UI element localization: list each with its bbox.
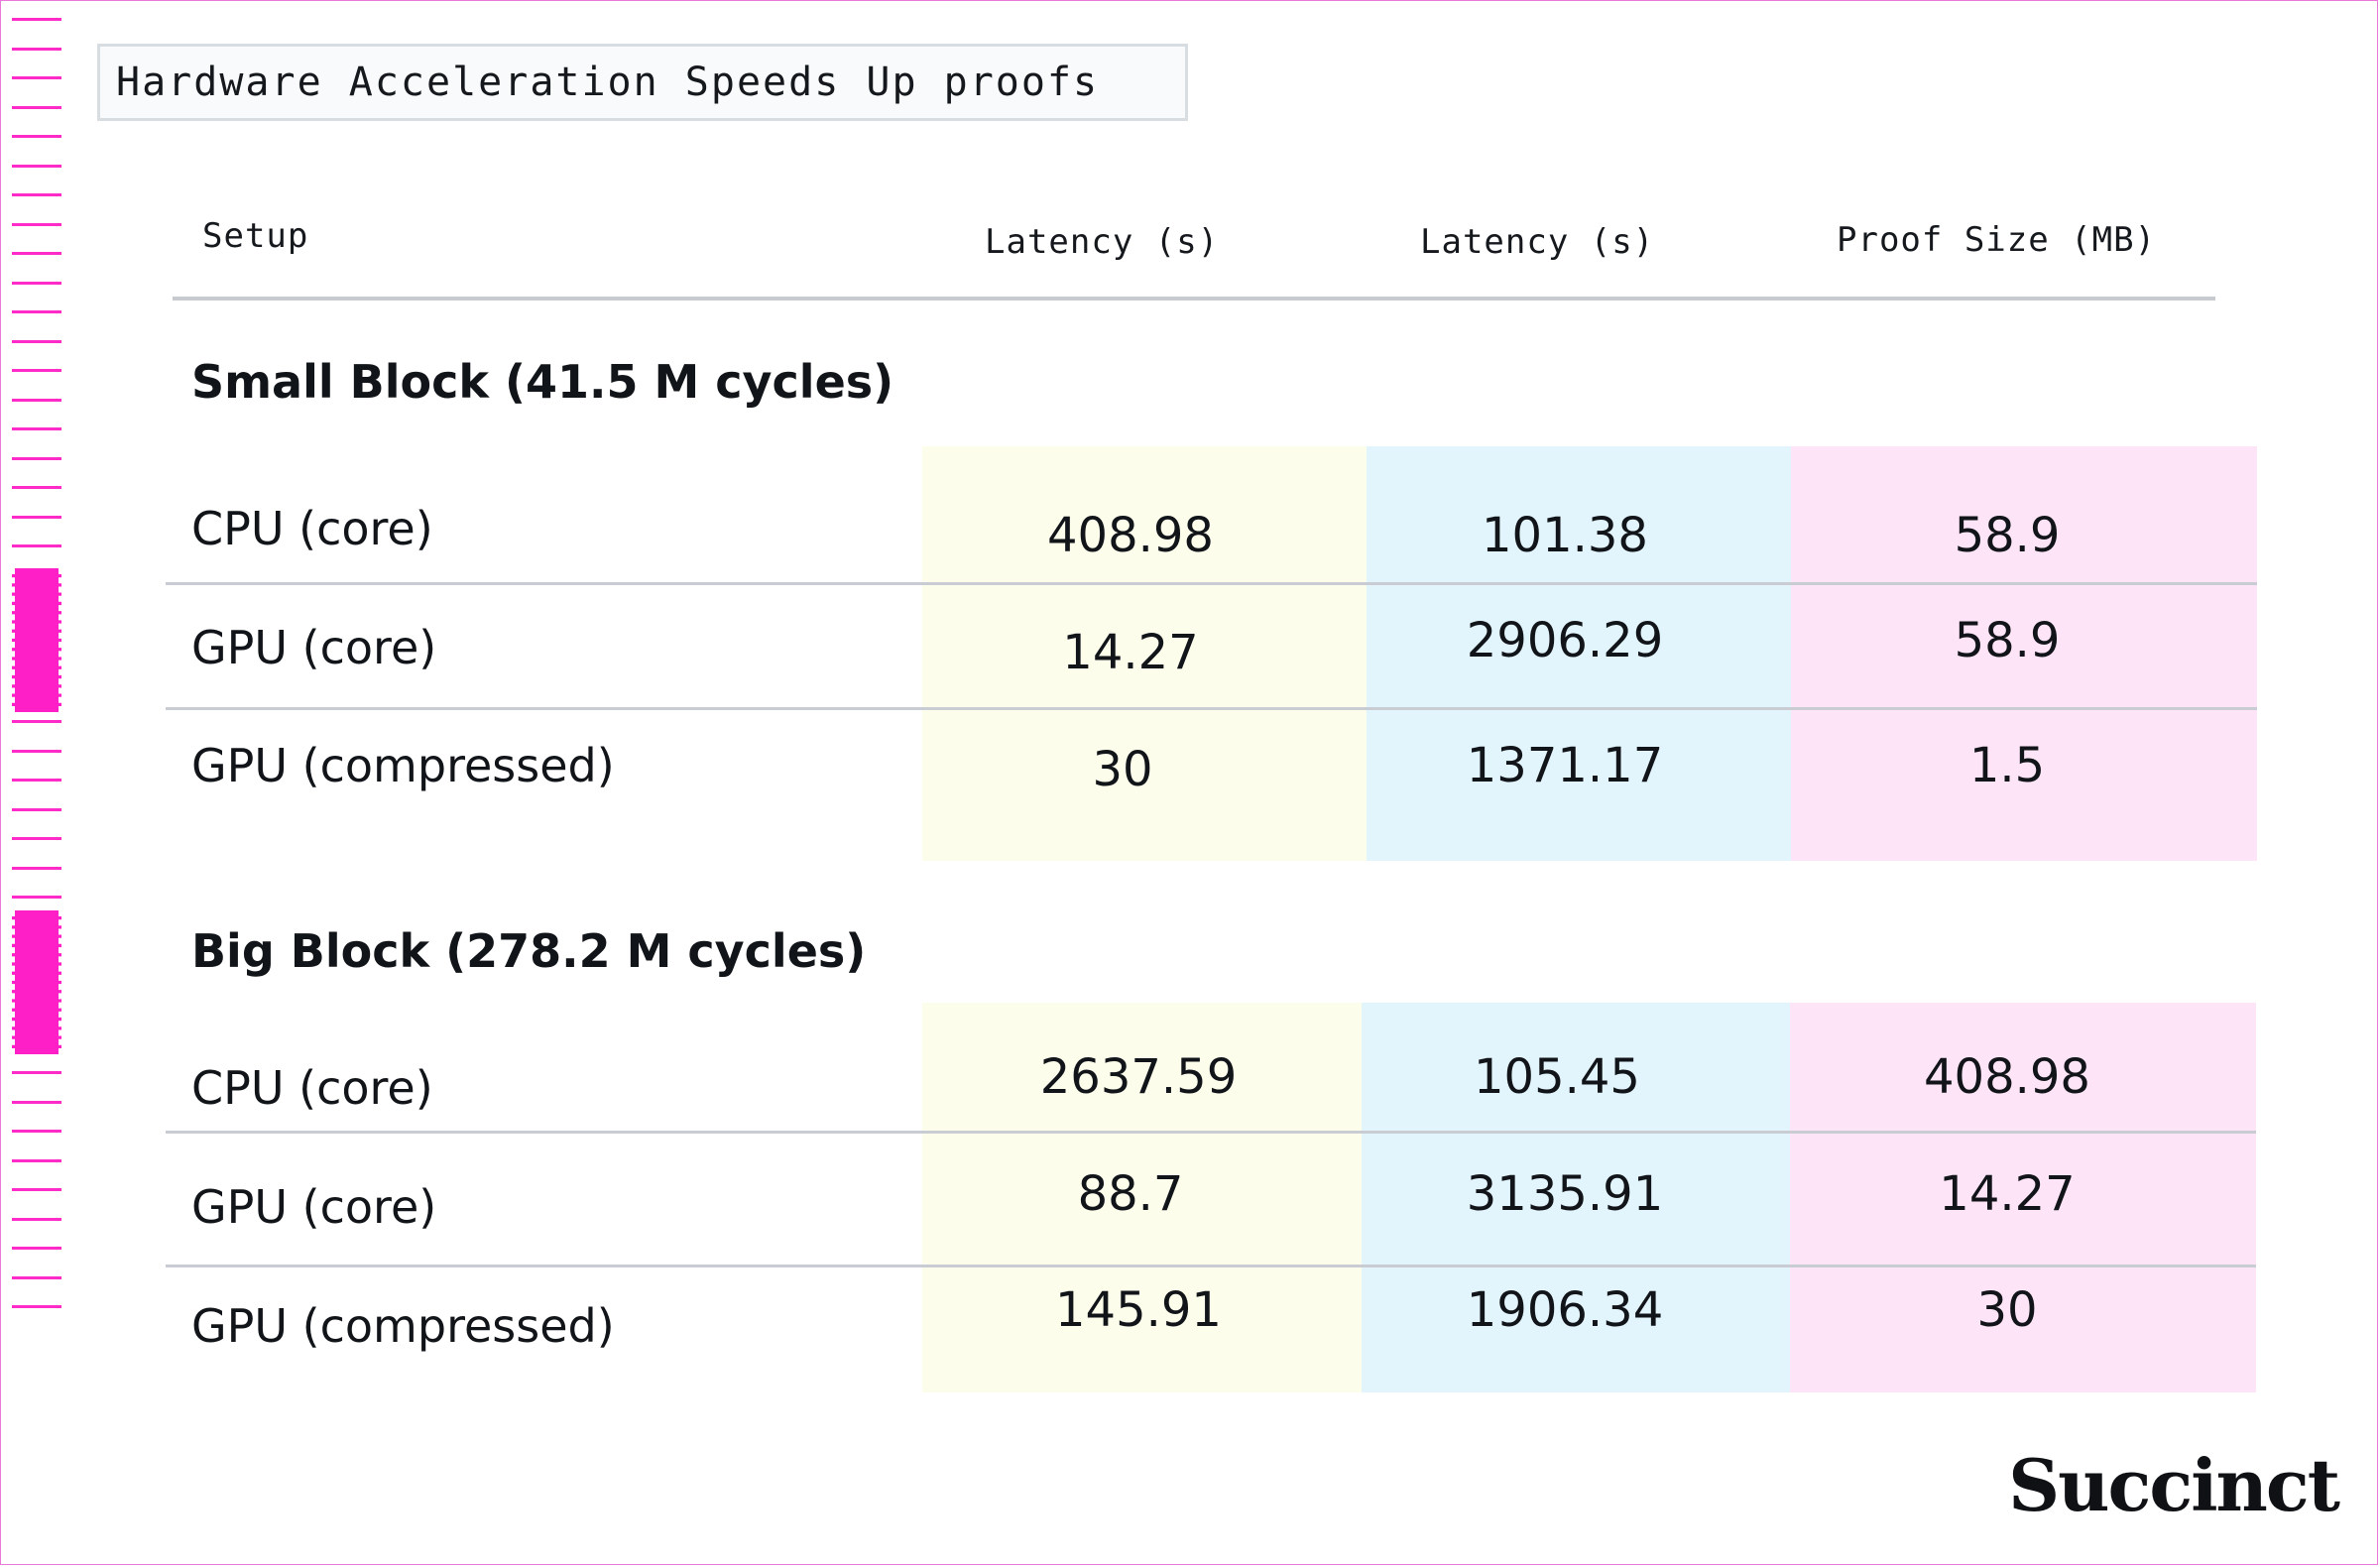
ruler-tick <box>12 1130 61 1133</box>
ruler-tick <box>12 76 61 79</box>
cell-value: 14.27 <box>1062 625 1199 680</box>
ruler-tick <box>12 896 61 899</box>
ruler-tick <box>12 281 61 285</box>
cell-value: 30 <box>1976 1282 2038 1338</box>
ruler-tick <box>12 1217 61 1221</box>
cell-value: 88.7 <box>1077 1166 1184 1222</box>
row-divider <box>166 582 2257 585</box>
row-divider <box>166 707 2257 710</box>
ruler-tick <box>12 486 61 489</box>
ruler-tick <box>12 18 61 21</box>
section-title-big-block: Big Block (278.2 M cycles) <box>191 924 867 978</box>
ruler-tick <box>12 456 61 460</box>
ruler-tick <box>12 866 61 870</box>
header-divider <box>173 297 2215 301</box>
ruler-tick <box>12 105 61 109</box>
ruler-tick <box>12 1188 61 1191</box>
ruler-tick <box>12 339 61 343</box>
ruler-tick <box>12 807 61 811</box>
row-divider <box>166 1131 2256 1134</box>
brand-logo: Succinct <box>2008 1443 2340 1527</box>
column-band-latency-2 <box>1362 1003 1790 1392</box>
column-header-latency-1: Latency (s) <box>985 222 1220 262</box>
cell-value: 145.91 <box>1055 1282 1222 1338</box>
cell-value: 2906.29 <box>1466 613 1664 668</box>
cell-value: 1371.17 <box>1466 738 1664 793</box>
ruler-highlight-block <box>12 568 61 712</box>
ruler-tick <box>12 779 61 782</box>
column-header-setup: Setup <box>202 216 309 256</box>
chart-title: Hardware Acceleration Speeds Up proofs <box>97 44 1188 121</box>
ruler-tick <box>12 1071 61 1074</box>
ruler-tick <box>12 720 61 723</box>
section-title-small-block: Small Block (41.5 M cycles) <box>191 355 894 409</box>
ruler-highlight-block <box>12 910 61 1054</box>
ruler-tick <box>12 222 61 226</box>
row-label-gpu-compressed: GPU (compressed) <box>191 1299 615 1353</box>
cell-value: 2637.59 <box>1039 1049 1238 1105</box>
ruler-tick <box>12 310 61 313</box>
ruler-tick <box>12 515 61 519</box>
ruler-tick <box>12 47 61 51</box>
column-band-latency-2 <box>1367 446 1791 861</box>
row-label-gpu-core: GPU (core) <box>191 621 437 674</box>
row-label-cpu-core: CPU (core) <box>191 502 433 555</box>
cell-value: 408.98 <box>1047 508 1214 563</box>
row-label-cpu-core: CPU (core) <box>191 1061 433 1115</box>
column-band-latency-1 <box>922 446 1367 861</box>
ruler-tick <box>12 135 61 138</box>
ruler-tick <box>12 252 61 255</box>
ruler-tick <box>12 544 61 547</box>
cell-value: 3135.91 <box>1466 1166 1664 1222</box>
row-label-gpu-compressed: GPU (compressed) <box>191 739 615 792</box>
cell-value: 58.9 <box>1954 613 2061 668</box>
ruler-tick <box>12 164 61 168</box>
cell-value: 408.98 <box>1924 1049 2090 1105</box>
row-label-gpu-core: GPU (core) <box>191 1180 437 1234</box>
column-band-proof-size <box>1791 446 2257 861</box>
cell-value: 105.45 <box>1474 1049 1640 1105</box>
ruler-tick <box>12 398 61 402</box>
column-header-latency-2: Latency (s) <box>1420 222 1655 262</box>
ruler-tick <box>12 427 61 430</box>
column-band-latency-1 <box>922 1003 1362 1392</box>
ruler-tick <box>12 1100 61 1104</box>
cell-value: 14.27 <box>1939 1166 2076 1222</box>
ruler-tick <box>12 1158 61 1162</box>
ruler-tick <box>12 193 61 196</box>
ruler-tick <box>12 837 61 840</box>
ruler-tick <box>12 1247 61 1250</box>
ruler-tick <box>12 369 61 372</box>
cell-value: 30 <box>1092 742 1153 797</box>
cell-value: 1.5 <box>1968 738 2046 793</box>
ruler-tick <box>12 1305 61 1308</box>
column-band-proof-size <box>1790 1003 2256 1392</box>
ruler-tick <box>12 1275 61 1279</box>
row-divider <box>166 1265 2256 1267</box>
ruler-tick <box>12 749 61 753</box>
cell-value: 101.38 <box>1482 508 1648 563</box>
column-header-proof-size: Proof Size (MB) <box>1837 220 2157 260</box>
cell-value: 1906.34 <box>1466 1282 1664 1338</box>
cell-value: 58.9 <box>1954 508 2061 563</box>
decorative-ruler <box>12 18 63 1327</box>
